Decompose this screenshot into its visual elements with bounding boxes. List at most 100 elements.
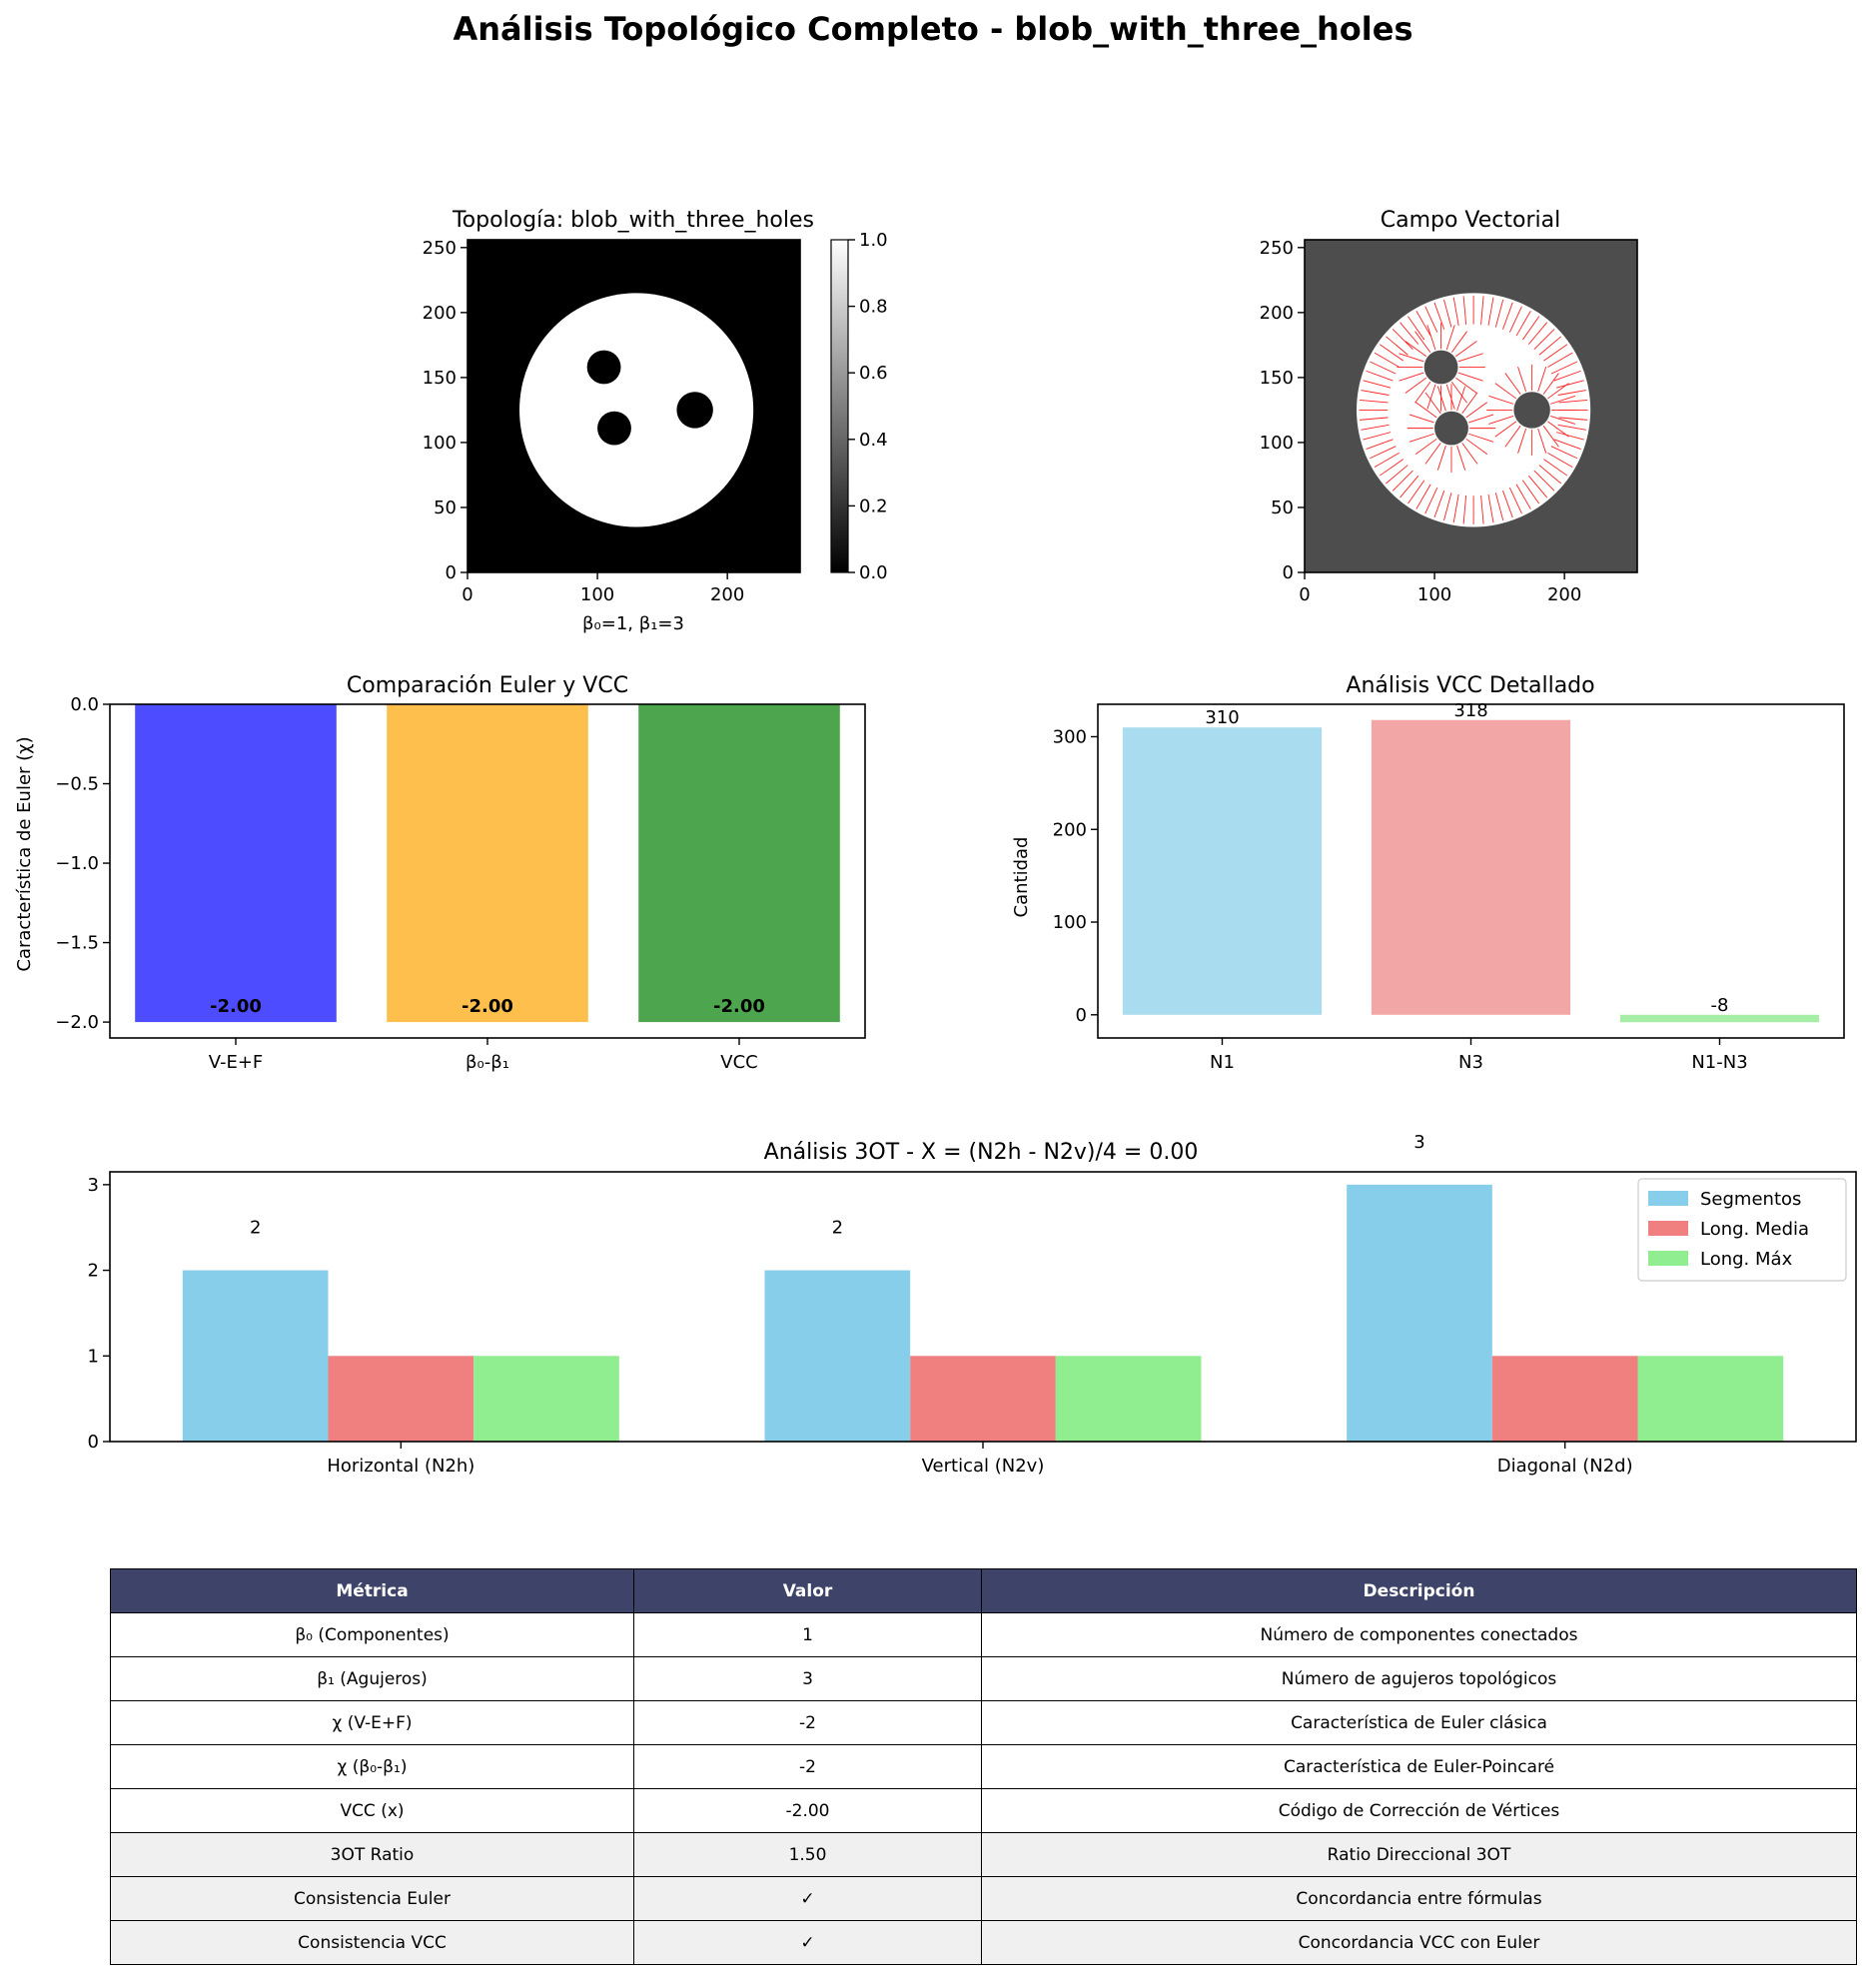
table-header-cell: Descripción [981, 1568, 1857, 1613]
field-arrow [1558, 417, 1588, 421]
ot-bar-label: 2 [250, 1218, 261, 1239]
field-arrow [1400, 322, 1419, 345]
x-tick-label: 100 [1417, 584, 1451, 605]
field-arrow [1392, 470, 1413, 492]
field-arrow [1408, 433, 1434, 443]
field-arrow [1415, 484, 1431, 509]
field-arrow [1543, 344, 1568, 362]
field-arrow [1547, 452, 1573, 469]
field-arrow [1558, 399, 1588, 404]
field-arrow [1366, 439, 1394, 450]
field-arrow [1370, 361, 1397, 375]
table-cell: Número de agujeros topológicos [981, 1656, 1857, 1701]
field-arrow [1538, 336, 1562, 356]
y-tick-label: −1.5 [55, 933, 99, 954]
field-arrow [1555, 432, 1584, 441]
table-cell: Característica de Euler-Poincaré [981, 1744, 1857, 1789]
y-tick-label: 3 [88, 1175, 99, 1196]
table-row: χ (β₀-β₁) -2 Característica de Euler-Poinc… [110, 1744, 1857, 1789]
table-header-cell: Métrica [110, 1568, 634, 1613]
ot-bar-0-2 [1347, 1184, 1492, 1442]
field-arrow [1547, 383, 1569, 400]
topology-frame [466, 239, 801, 573]
field-arrow [1457, 353, 1483, 363]
legend-swatch-0 [1648, 1191, 1688, 1206]
field-arrow [1533, 470, 1555, 492]
hole-0 [586, 350, 621, 385]
field-arrow [1414, 331, 1431, 354]
field-arrow [1515, 484, 1531, 509]
ot-axes: Horizontal (N2h) Vertical (N2v) Diagonal (… [88, 1175, 1633, 1477]
euler-bar-0 [135, 704, 337, 1023]
field-arrow [1361, 390, 1390, 396]
x-tick-label: 200 [1547, 584, 1581, 605]
field-arrow [1508, 306, 1522, 333]
table-row: β₀ (Componentes) 1 Número de componentes c… [110, 1612, 1857, 1657]
y-tick-label: 50 [1271, 497, 1294, 518]
euler-ylabel: Característica de Euler (χ) [14, 736, 35, 971]
y-tick-label: −2.0 [55, 1012, 99, 1033]
colorbar-tick-label: 0.4 [859, 430, 888, 451]
vector-title: Campo Vectorial [1381, 208, 1561, 233]
ot-bar-2-0 [473, 1356, 619, 1442]
y-tick-label: 150 [423, 368, 457, 389]
field-arrow [1400, 475, 1419, 498]
field-arrow [1502, 490, 1513, 518]
field-arrow [1465, 402, 1488, 419]
y-tick-label: 100 [1260, 433, 1294, 454]
field-arrow [1363, 432, 1392, 441]
x-tick-label: VCC [720, 1052, 757, 1073]
y-tick-label: −0.5 [55, 774, 99, 795]
table-cell: -2 [633, 1744, 982, 1789]
y-tick-label: 200 [1260, 303, 1294, 324]
figure-title: Análisis Topológico Completo - blob_with… [453, 10, 1412, 48]
table-row: Consistencia Euler ✓ Concordancia entre fó… [110, 1876, 1857, 1921]
field-arrow [1374, 352, 1400, 368]
topology-blob [519, 293, 754, 527]
table-cell: β₁ (Agujeros) [110, 1656, 634, 1701]
topology-panel: Topología: blob_with_three_holes 0 100 200… [423, 208, 888, 634]
x-tick-label: 0 [462, 584, 472, 605]
legend-label-0: Segmentos [1700, 1189, 1801, 1210]
ot-bar-2-1 [1055, 1356, 1202, 1442]
field-arrow [1455, 377, 1477, 394]
field-arrow [1550, 361, 1578, 375]
ot-bar-2-2 [1637, 1356, 1784, 1442]
field-arrow [1433, 490, 1445, 518]
field-arrow [1392, 329, 1413, 351]
field-arrow [1533, 329, 1555, 351]
x-tick-label: N1-N3 [1691, 1052, 1747, 1073]
table-cell: -2.00 [633, 1788, 982, 1833]
euler-bar-label: -2.00 [210, 996, 262, 1017]
y-tick-label: 200 [423, 303, 457, 324]
field-arrow [1424, 306, 1438, 333]
field-arrow [1521, 480, 1540, 504]
field-arrow [1455, 341, 1477, 358]
x-tick-label: β₀-β₁ [466, 1052, 509, 1073]
field-arrow [1550, 446, 1578, 460]
vcc-bar-2 [1619, 1014, 1820, 1023]
legend-label-2: Long. Máx [1700, 1249, 1793, 1270]
field-arrow [1436, 386, 1446, 412]
y-tick-label: −1.0 [55, 853, 99, 874]
vector-arrows [1359, 295, 1588, 524]
vcc-bar-0 [1122, 727, 1323, 1015]
field-arrow [1360, 417, 1389, 421]
field-arrow [1415, 311, 1431, 337]
field-arrow [1527, 322, 1548, 345]
field-arrow [1468, 414, 1494, 424]
field-arrow [1443, 493, 1452, 521]
y-tick-label: 100 [423, 433, 457, 454]
field-arrow [1487, 297, 1494, 326]
table-cell: 1 [633, 1612, 982, 1657]
table-body: β₀ (Componentes) 1 Número de componentes c… [110, 1612, 1857, 1965]
field-arrow [1404, 377, 1427, 394]
vcc-bar-label: -8 [1711, 995, 1729, 1016]
table-cell: Consistencia Euler [110, 1876, 634, 1921]
field-arrow [1537, 366, 1547, 392]
y-tick-label: 0 [1076, 1005, 1087, 1026]
x-tick-label: N3 [1458, 1052, 1483, 1073]
hole-1 [597, 411, 631, 446]
table-cell: ✓ [633, 1876, 982, 1921]
